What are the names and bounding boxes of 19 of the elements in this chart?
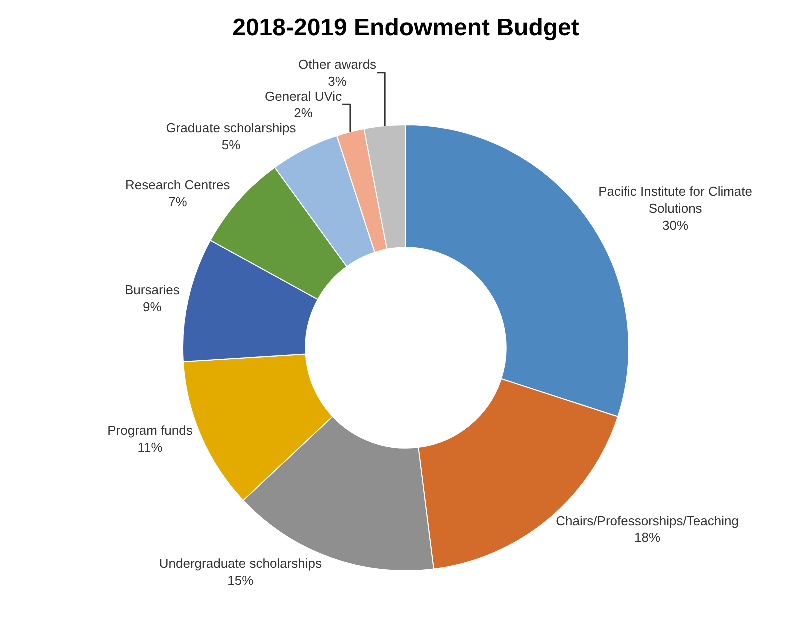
- slice-label: Research Centres: [125, 178, 231, 193]
- slice-label: Program funds: [108, 423, 194, 438]
- slice-label: Undergraduate scholarships: [159, 556, 322, 571]
- chart-title: 2018-2019 Endowment Budget: [232, 14, 580, 42]
- slice-label: Pacific Institute for Climate Solutions: [598, 184, 752, 216]
- slice-label: Graduate scholarships: [166, 120, 297, 136]
- data-label: 30%: [662, 218, 689, 233]
- data-label: 5%: [222, 138, 242, 153]
- data-label: 11%: [138, 440, 164, 456]
- slice-label: Chairs/Professorships/Teaching: [556, 513, 739, 528]
- slice-label: General UVic: [264, 88, 343, 104]
- slice-label: Other awards: [298, 56, 378, 72]
- data-label: 18%: [634, 530, 661, 546]
- slice-label: Bursaries: [124, 282, 180, 298]
- data-label: 9%: [143, 300, 162, 315]
- data-label: 7%: [168, 194, 188, 210]
- data-label: 2%: [294, 106, 314, 121]
- data-label: 15%: [228, 572, 254, 588]
- data-label: 3%: [328, 74, 348, 89]
